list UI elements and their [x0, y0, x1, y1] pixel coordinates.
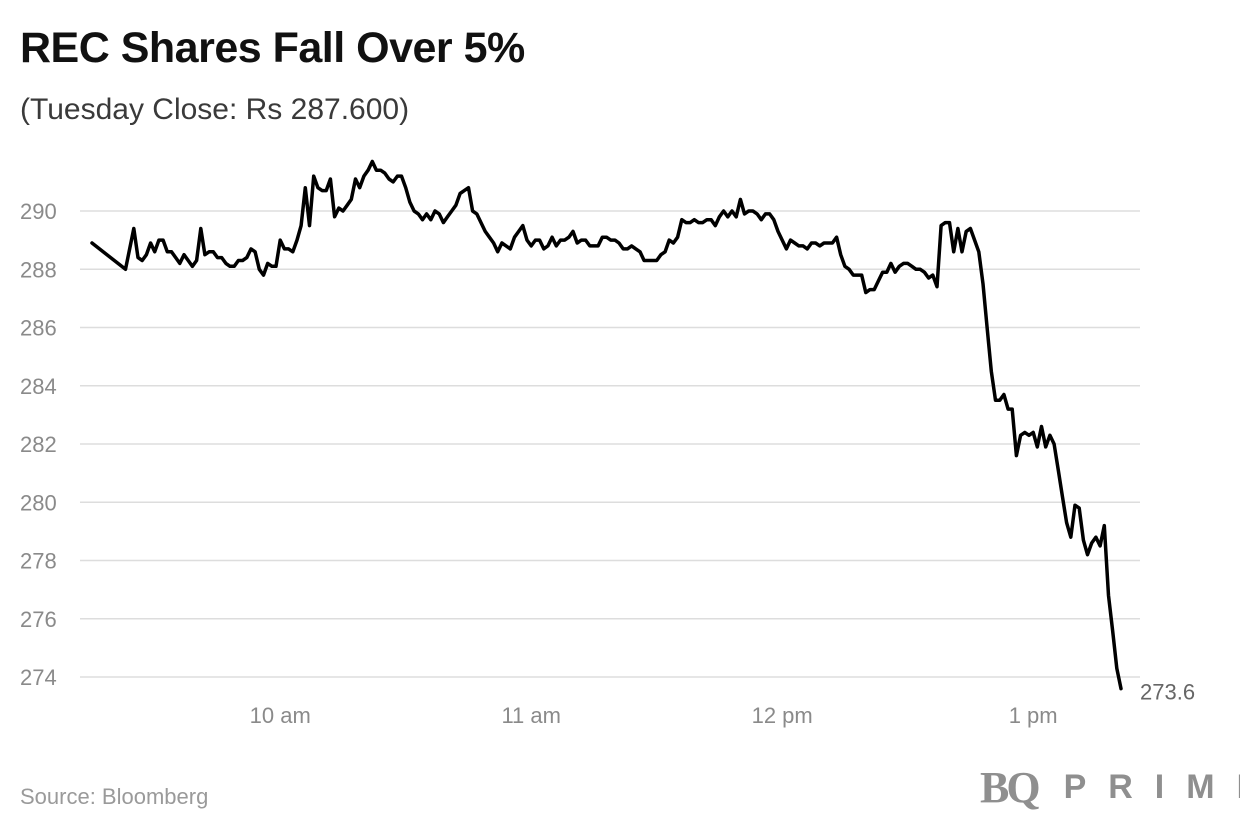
price-series	[90, 159, 1123, 691]
logo-mark: BQ	[980, 762, 1041, 812]
y-tick-label: 290	[20, 199, 57, 224]
chart-title: REC Shares Fall Over 5%	[20, 24, 525, 72]
x-tick-label: 10 am	[250, 703, 311, 728]
y-tick-label: 282	[20, 432, 57, 457]
y-tick-label: 276	[20, 607, 57, 632]
y-tick-label: 288	[20, 257, 57, 282]
y-axis-tick-labels: 274 276 278 280 282 284 286 288 290	[20, 199, 57, 690]
y-tick-label: 284	[20, 374, 57, 399]
x-tick-label: 11 am	[501, 703, 561, 728]
y-tick-label: 274	[20, 665, 57, 690]
bq-prime-logo: BQ PRIME	[980, 762, 1240, 812]
end-value-label: 273.6	[1140, 680, 1195, 705]
x-tick-label: 1 pm	[1009, 703, 1058, 728]
y-tick-label: 278	[20, 549, 57, 574]
y-tick-label: 286	[20, 316, 57, 341]
price-line	[90, 159, 1123, 691]
chart-subtitle: (Tuesday Close: Rs 287.600)	[20, 93, 410, 126]
source-note: Source: Bloomberg	[20, 784, 209, 809]
line-chart: 274 276 278 280 282 284 286 288 290 10 am 11 am 12…	[20, 159, 1195, 728]
annotations: 273.6	[1140, 680, 1195, 705]
logo-wordmark: PRIME	[1063, 767, 1240, 806]
gridlines	[80, 210, 1140, 678]
x-tick-label: 12 pm	[752, 703, 813, 728]
y-tick-label: 280	[20, 490, 57, 515]
x-axis-tick-labels: 10 am 11 am 12 pm 1 pm	[250, 703, 1058, 728]
